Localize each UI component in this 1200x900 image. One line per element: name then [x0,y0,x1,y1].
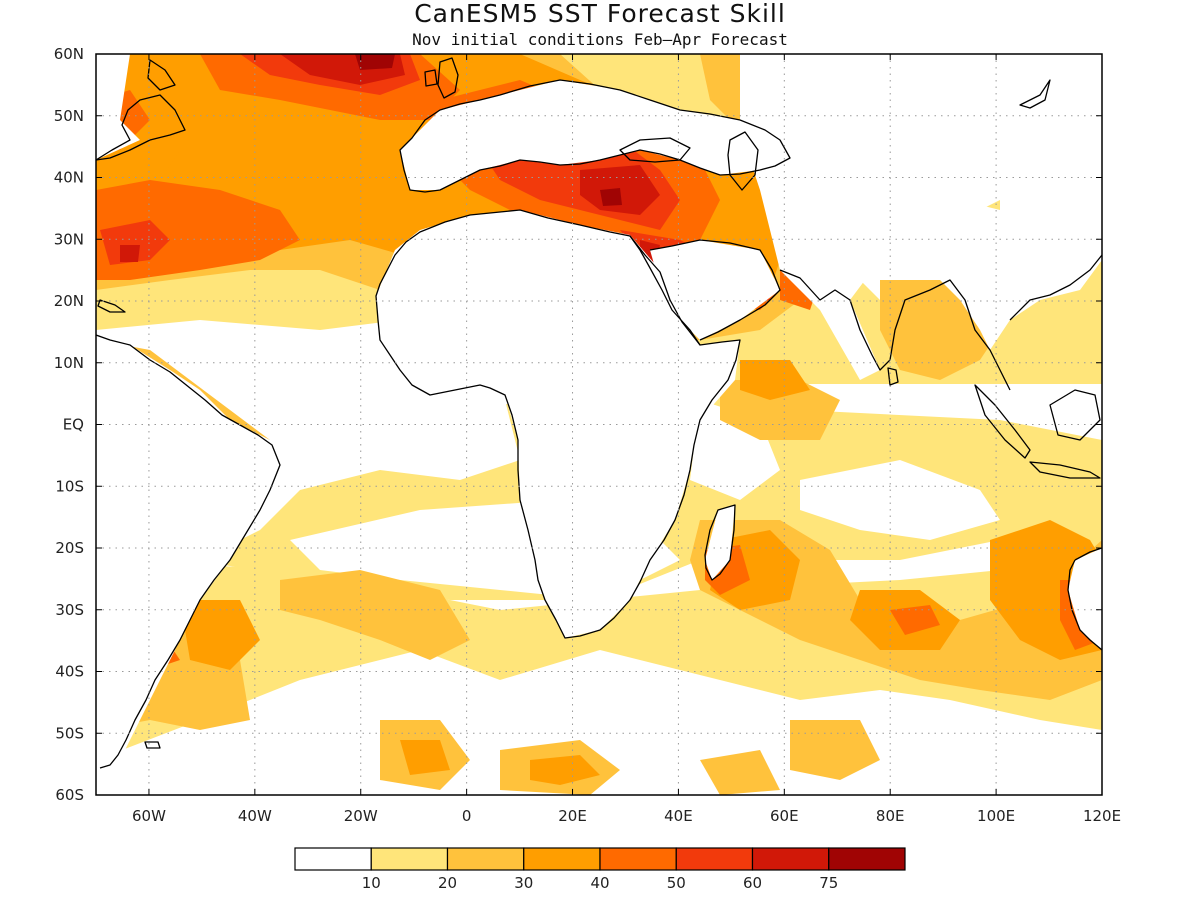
colorbar-label: 30 [514,874,533,892]
colorbar: 10 20 30 40 50 60 75 [294,847,906,892]
coastline-arabia [649,239,781,341]
coastline-east-asia [1009,254,1102,321]
skill-band-above-75 [355,54,622,206]
colorbar-bin [828,847,906,871]
coastline-africa [375,209,741,639]
coastline-borneo [1049,389,1101,441]
colorbar-label: 75 [819,874,838,892]
colorbar-bin [370,847,449,871]
colorbar-bin [599,847,677,871]
x-tick-label: 60E [770,807,799,825]
y-tick-label: 20N [54,292,84,310]
y-tick-label: 40S [55,663,84,681]
coastline-java [1029,461,1101,479]
coastline-black-sea [619,137,691,163]
x-tick-label: 100E [977,807,1015,825]
y-tick-label: 50N [54,107,84,125]
coastline-madagascar [704,504,736,581]
coastlines [96,57,1102,769]
colorbar-bin [523,847,601,871]
y-tick-label: 60S [55,786,84,804]
coastline-sumatra [974,384,1031,459]
y-tick-label: 30S [55,601,84,619]
colorbar-label: 20 [438,874,457,892]
colorbar-label: 10 [362,874,381,892]
x-tick-label: 80E [876,807,905,825]
x-tick-label: 60W [132,807,166,825]
coastline-americas-north [96,94,186,161]
coastline-americas-newfoundland [147,59,176,91]
coastline-sri-lanka [887,367,899,386]
y-tick-label: 60N [54,45,84,63]
coastline-caspian [727,131,759,191]
coastline-falklands [144,741,161,749]
colorbar-bin [751,847,830,871]
colorbar-label: 40 [590,874,609,892]
colorbar-bin [294,847,372,871]
colorbar-bin [446,847,525,871]
y-tick-label: 40N [54,169,84,187]
axes: 60W 40W 20W 0 20E 40E 60E 80E 100E 120E 60N 50N 40N 3… [54,45,1121,825]
coastline-japan [1019,79,1051,109]
x-tick-label: 20W [344,807,378,825]
y-tick-label: 10N [54,354,84,372]
coastline-south-asia [779,269,1011,391]
map-title: CanESM5 SST Forecast Skill [414,0,786,28]
y-tick-label: 20S [55,539,84,557]
coastline-red-sea [629,235,701,346]
colorbar-label: 60 [743,874,762,892]
colorbar-label: 50 [667,874,686,892]
x-tick-label: 120E [1083,807,1121,825]
colorbar-bin [675,847,754,871]
y-tick-label: 30N [54,230,84,248]
coastline-south-america [96,334,281,769]
y-tick-label: EQ [63,416,84,434]
x-tick-label: 40W [238,807,272,825]
y-tick-label: 50S [55,724,84,742]
x-tick-label: 20E [558,807,587,825]
gridlines [96,54,1102,795]
y-tick-label: 10S [55,477,84,495]
map-subtitle: Nov initial conditions Feb–Apr Forecast [412,30,788,49]
coastline-ireland [424,69,438,87]
coastline-uk [437,57,459,99]
x-tick-label: 0 [462,807,472,825]
coastline-cuba [97,299,126,313]
coastline-europe [399,79,791,193]
x-tick-label: 40E [664,807,693,825]
